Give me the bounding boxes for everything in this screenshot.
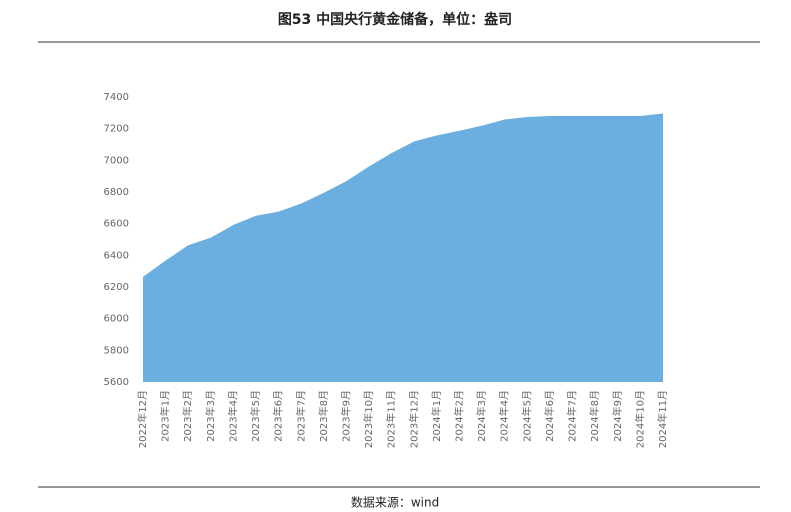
x-tick-label: 2023年6月 — [272, 390, 285, 442]
y-tick-label: 5600 — [104, 377, 129, 388]
y-tick-label: 5800 — [104, 345, 129, 356]
x-tick-label: 2024年1月 — [430, 390, 443, 442]
source: 数据来源：wind — [351, 495, 439, 510]
x-tick-label: 2023年5月 — [249, 390, 262, 442]
x-tick-label: 2024年9月 — [611, 390, 624, 442]
y-tick-label: 6400 — [104, 250, 129, 261]
y-tick-label: 6200 — [104, 282, 129, 293]
y-tick-label: 7000 — [104, 155, 129, 166]
x-tick-label: 2024年6月 — [543, 390, 556, 442]
x-tick-label: 2022年12月 — [136, 390, 149, 448]
x-tick-label: 2023年7月 — [294, 390, 307, 442]
x-tick-label: 2024年2月 — [453, 390, 466, 442]
x-tick-label: 2023年3月 — [204, 390, 217, 442]
x-tick-label: 2023年1月 — [159, 390, 172, 442]
x-tick-label: 2024年10月 — [633, 390, 646, 448]
x-tick-label: 2023年9月 — [339, 390, 352, 442]
x-tick-label: 2023年12月 — [407, 390, 420, 448]
x-tick-label: 2023年11月 — [385, 390, 398, 448]
y-tick-label: 6600 — [104, 219, 129, 230]
x-tick-label: 2023年8月 — [317, 390, 330, 442]
x-tick-label: 2024年5月 — [520, 390, 533, 442]
y-tick-label: 7200 — [104, 124, 129, 135]
y-tick-label: 6000 — [104, 314, 129, 325]
y-tick-label: 6800 — [104, 187, 129, 198]
x-tick-label: 2024年11月 — [656, 390, 669, 448]
x-tick-label: 2023年10月 — [362, 390, 375, 448]
x-tick-label: 2024年7月 — [566, 390, 579, 442]
x-tick-label: 2024年3月 — [475, 390, 488, 442]
x-tick-label: 2023年2月 — [181, 390, 194, 442]
area — [143, 113, 663, 382]
x-tick-label: 2024年8月 — [588, 390, 601, 442]
y-tick-label: 7400 — [104, 92, 129, 103]
x-tick-label: 2024年4月 — [498, 390, 511, 442]
chart-title: 图53 中国央行黄金储备，单位：盎司 — [278, 11, 512, 28]
x-tick-label: 2023年4月 — [226, 390, 239, 442]
